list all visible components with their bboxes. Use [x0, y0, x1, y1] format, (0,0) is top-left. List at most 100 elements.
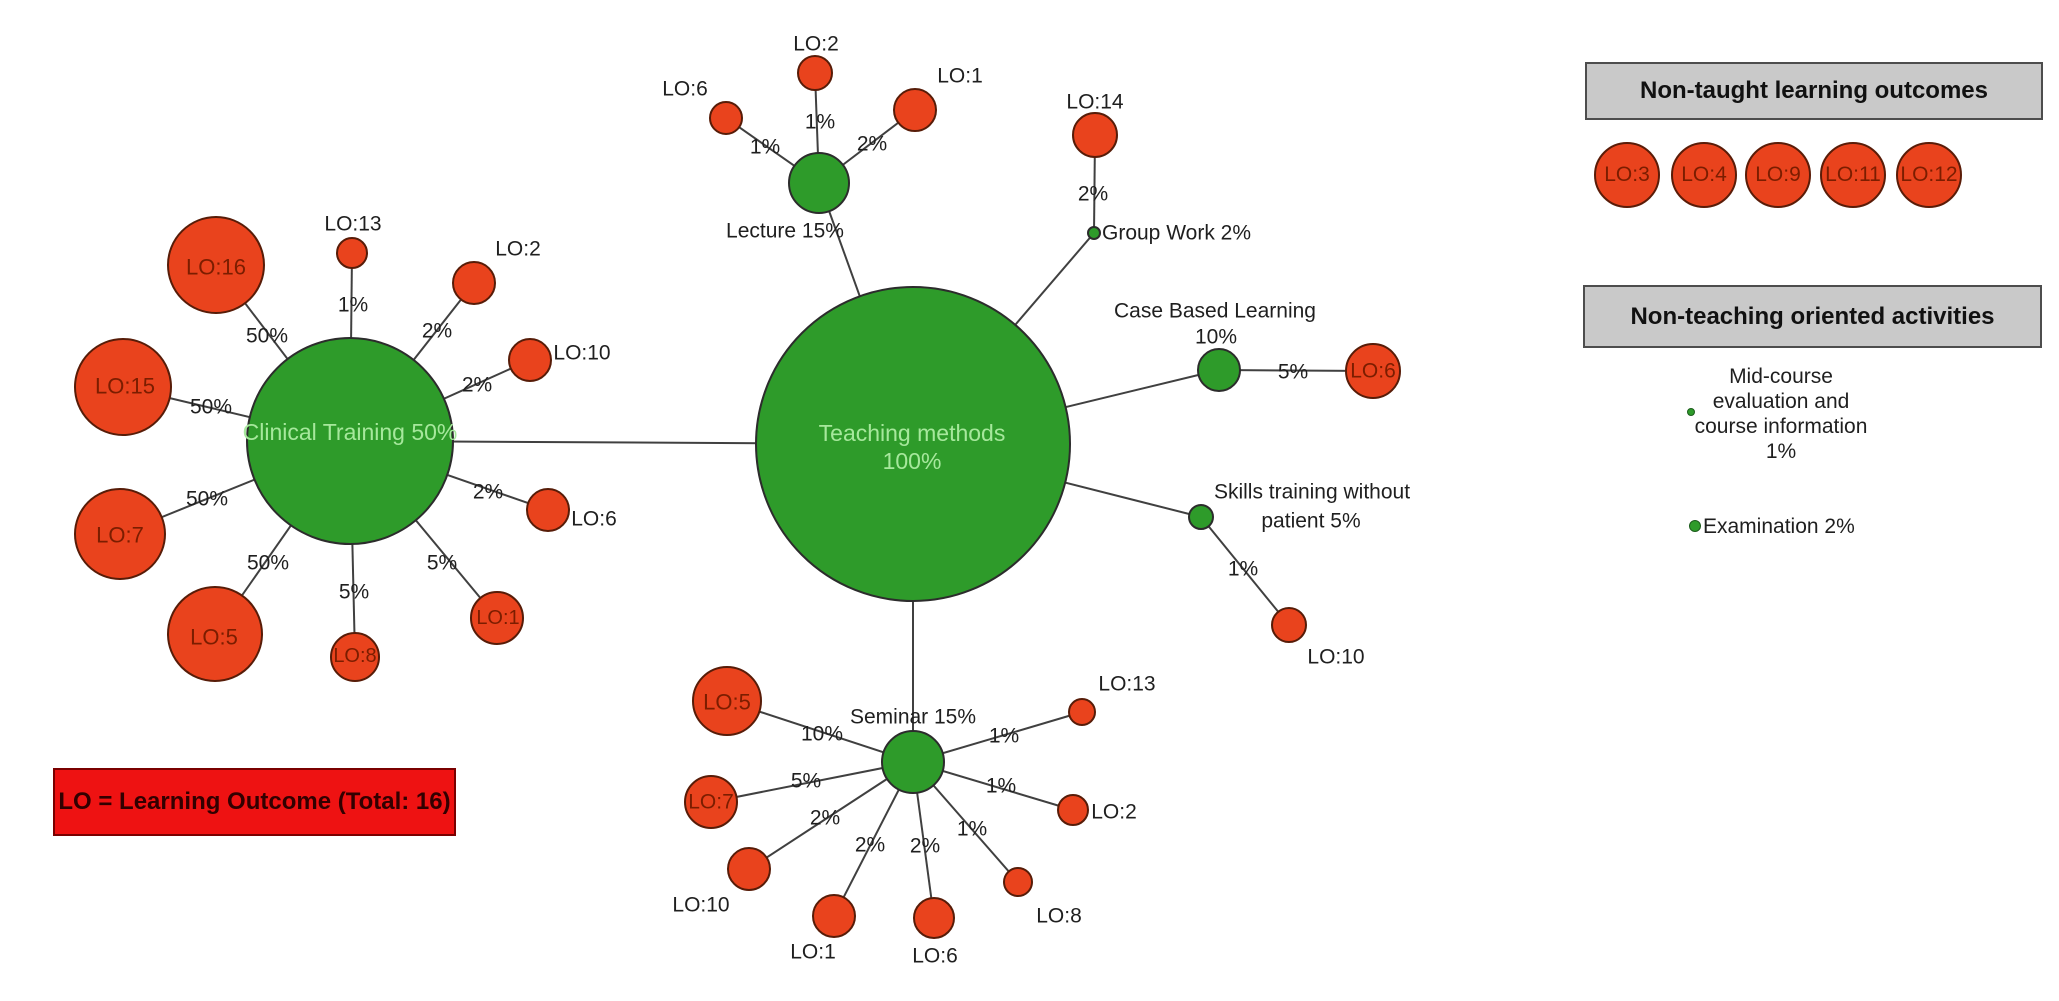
graph-label: 2% [910, 835, 940, 858]
graph-label: 5% [791, 770, 821, 793]
node-m10 [727, 847, 771, 891]
graph-label: 1% [805, 111, 835, 134]
non-taught-lo-circle: LO:3 [1594, 142, 1660, 208]
mid-course-evaluation-dot [1687, 408, 1695, 416]
graph-label: LO:10 [1307, 646, 1364, 669]
graph-label: 1% [989, 725, 1019, 748]
graph-label: 2% [473, 481, 503, 504]
graph-label: LO:1 [476, 607, 519, 629]
graph-label: LO:6 [571, 508, 617, 531]
node-m13 [1068, 698, 1096, 726]
edge-seminar-m10 [748, 761, 914, 870]
legend-text: LO = Learning Outcome (Total: 16) [58, 788, 451, 815]
node-skills [1188, 504, 1214, 530]
graph-label: Teaching methods [819, 420, 1006, 446]
graph-label: LO:10 [672, 894, 729, 917]
graph-label: 100% [883, 448, 942, 474]
node-groupwork [1087, 226, 1101, 240]
graph-label: 1% [338, 294, 368, 317]
non-taught-lo-circle: LO:9 [1745, 142, 1811, 208]
graph-label: 1% [1228, 558, 1258, 581]
non-taught-outcomes-title: Non-taught learning outcomes [1640, 77, 1988, 104]
node-lecture [788, 152, 850, 214]
graph-label: LO:2 [1091, 801, 1137, 824]
graph-label: 2% [855, 834, 885, 857]
node-m7 [684, 775, 738, 829]
non-taught-outcomes-header: Non-taught learning outcomes [1585, 62, 2043, 120]
edge-seminar-m7 [710, 761, 914, 803]
graph-label: LO:2 [793, 33, 839, 56]
non-teaching-activities-header: Non-teaching oriented activities [1583, 285, 2042, 348]
graph-label: Case Based Learning [1114, 300, 1316, 323]
node-m2 [1057, 794, 1089, 826]
graph-label: Skills training without [1214, 481, 1410, 504]
legend-box: LO = Learning Outcome (Total: 16) [53, 768, 456, 836]
graph-label: 50% [246, 325, 288, 348]
graph-label: LO:1 [790, 941, 836, 964]
graph-label: LO:7 [688, 791, 734, 814]
graph-label: 2% [810, 807, 840, 830]
node-m1 [812, 894, 856, 938]
non-taught-lo-circle: LO:4 [1671, 142, 1737, 208]
mid-course-evaluation-label: Mid-course evaluation and course informa… [1694, 365, 1868, 463]
node-s10 [1271, 607, 1307, 643]
graph-label: 50% [186, 488, 228, 511]
graph-label: Seminar 15% [850, 706, 976, 729]
graph-label: LO:14 [1066, 91, 1124, 114]
graph-label: 10% [1195, 326, 1237, 349]
node-m5 [692, 666, 762, 736]
node-c13 [336, 237, 368, 269]
node-cb6 [1345, 343, 1401, 399]
node-c10 [508, 338, 552, 382]
graph-label: LO:10 [553, 342, 610, 365]
graph-label: 5% [1278, 361, 1308, 384]
node-c8 [330, 632, 380, 682]
node-clinical [246, 337, 454, 545]
graph-label: LO:15 [95, 374, 155, 399]
non-teaching-activities-title: Non-teaching oriented activities [1630, 302, 1995, 330]
graph-label: LO:5 [190, 625, 238, 650]
examination-dot [1689, 520, 1701, 532]
non-taught-lo-circle: LO:12 [1896, 142, 1962, 208]
node-m8 [1003, 867, 1033, 897]
graph-label: 2% [462, 374, 492, 397]
graph-label: LO:1 [937, 65, 983, 88]
node-seminar [881, 730, 945, 794]
graph-label: LO:2 [495, 238, 541, 261]
graph-label: Clinical Training 50% [243, 419, 458, 445]
graph-label: LO:13 [1098, 673, 1155, 696]
node-c5 [167, 586, 263, 682]
graph-label: 10% [801, 723, 843, 746]
graph-label: LO:5 [703, 690, 751, 715]
node-c2 [452, 261, 496, 305]
graph-label: LO:8 [1036, 905, 1082, 928]
graph-label: 5% [339, 581, 369, 604]
graph-label: 1% [750, 136, 780, 159]
graph-label: 50% [190, 396, 232, 419]
non-taught-lo-circle: LO:11 [1820, 142, 1886, 208]
node-c6 [526, 488, 570, 532]
graph-label: LO:16 [186, 255, 246, 280]
graph-label: 2% [422, 320, 452, 343]
edge-skills-s10 [1200, 516, 1290, 626]
node-c15 [74, 338, 172, 436]
graph-label: 50% [247, 552, 289, 575]
node-l1 [893, 88, 937, 132]
graph-label: 1% [986, 775, 1016, 798]
node-m6 [913, 897, 955, 939]
node-c16 [167, 216, 265, 314]
graph-label: LO:6 [912, 945, 958, 968]
graph-label: 2% [1078, 183, 1108, 206]
graph-label: LO:6 [662, 78, 708, 101]
examination-label: Examination 2% [1703, 515, 1855, 538]
graph-label: Group Work 2% [1102, 222, 1251, 245]
graph-label: patient 5% [1261, 510, 1360, 533]
graph-label: 1% [957, 818, 987, 841]
node-casebased [1197, 348, 1241, 392]
graph-label: 2% [857, 133, 887, 156]
graph-label: LO:6 [1350, 360, 1396, 383]
node-c7 [74, 488, 166, 580]
graph-label: LO:13 [324, 213, 381, 236]
